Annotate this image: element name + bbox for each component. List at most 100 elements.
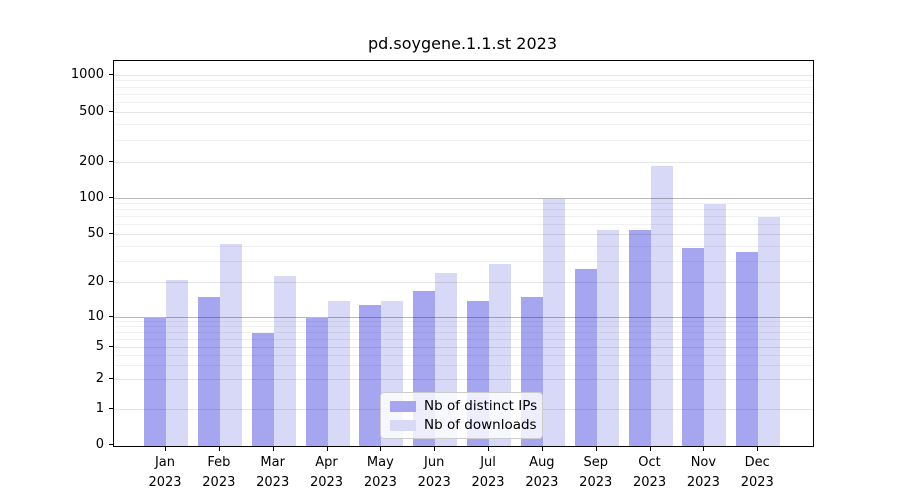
gridline-9 [114, 321, 813, 323]
plot-area [113, 60, 814, 447]
gridline-300 [114, 139, 813, 141]
bar-distinct-ips-dec [736, 252, 759, 446]
x-tick-label-jun: Jun 2023 [417, 455, 451, 490]
gridline-6 [114, 339, 813, 341]
bar-downloads-aug [542, 198, 565, 446]
x-tick-label-dec: Dec 2023 [740, 455, 774, 490]
gridline-4 [114, 354, 813, 356]
x-tick-mark-aug [541, 446, 543, 451]
bar-downloads-jan [166, 280, 188, 446]
y-tick-label-0: 0 [95, 437, 104, 452]
y-tick-label-5: 5 [95, 339, 104, 354]
x-tick-mark-sep [595, 446, 597, 451]
bar-distinct-ips-oct [628, 229, 651, 446]
x-tick-label-mar: Mar 2023 [256, 455, 290, 490]
bar-distinct-ips-feb [197, 297, 220, 446]
y-tick-mark-100 [109, 196, 113, 198]
gridline-90 [114, 203, 813, 205]
gridline-800 [114, 86, 813, 88]
x-tick-mark-dec [757, 446, 759, 451]
legend-swatch-downloads [390, 419, 416, 431]
gridline-700 [114, 93, 813, 95]
y-tick-label-200: 200 [79, 153, 104, 169]
x-tick-mark-nov [703, 446, 705, 451]
legend-swatch-distinct-ips [390, 400, 416, 412]
bar-downloads-nov [704, 204, 727, 446]
x-tick-label-sep: Sep 2023 [579, 455, 613, 490]
gridline-10 [114, 316, 813, 318]
y-tick-mark-1 [109, 408, 113, 409]
bar-downloads-sep [596, 229, 619, 446]
x-tick-label-jan: Jan 2023 [148, 455, 182, 490]
bar-downloads-oct [650, 166, 673, 446]
x-tick-label-apr: Apr 2023 [309, 455, 344, 490]
x-tick-mark-feb [218, 446, 220, 451]
bar-distinct-ips-may [359, 304, 382, 446]
y-tick-mark-10 [109, 315, 113, 317]
legend-item-distinct-ips: Nb of distinct IPs [390, 399, 537, 413]
y-tick-mark-1000 [109, 73, 113, 75]
x-tick-label-feb: Feb 2023 [202, 455, 236, 490]
bar-distinct-ips-sep [574, 269, 597, 446]
bar-downloads-feb [219, 244, 242, 446]
x-tick-mark-jan [165, 446, 166, 451]
y-tick-label-2: 2 [95, 371, 104, 386]
legend-label-downloads: Nb of downloads [424, 417, 537, 433]
gridline-2 [114, 379, 813, 380]
y-tick-label-20: 20 [87, 274, 104, 289]
x-tick-label-nov: Nov 2023 [686, 455, 720, 490]
gridline-1000 [114, 74, 813, 76]
gridline-60 [114, 224, 813, 226]
bar-distinct-ips-nov [682, 248, 705, 446]
x-tick-label-aug: Aug 2023 [525, 455, 559, 490]
y-tick-mark-2 [109, 378, 113, 379]
x-tick-mark-apr [326, 446, 328, 451]
y-tick-label-500: 500 [79, 104, 104, 119]
x-tick-mark-jun [434, 446, 436, 451]
chart-title: pd.soygene.1.1.st 2023 [367, 34, 557, 53]
legend-label-distinct-ips: Nb of distinct IPs [424, 398, 538, 414]
y-tick-label-100: 100 [79, 189, 104, 205]
gridline-400 [114, 124, 813, 126]
y-tick-label-1000: 1000 [70, 66, 104, 82]
gridline-80 [114, 209, 813, 211]
legend-item-downloads: Nb of downloads [390, 418, 537, 432]
gridline-500 [114, 112, 813, 113]
y-tick-label-10: 10 [87, 308, 104, 324]
y-tick-mark-20 [109, 281, 113, 282]
bar-downloads-apr [327, 300, 350, 446]
gridline-3 [114, 364, 813, 366]
y-tick-mark-50 [109, 233, 113, 234]
x-tick-label-oct: Oct 2023 [633, 455, 667, 490]
legend: Nb of distinct IPs Nb of downloads [380, 392, 543, 439]
gridline-5 [114, 347, 813, 348]
gridline-40 [114, 245, 813, 247]
y-tick-mark-200 [109, 160, 113, 162]
x-tick-mark-jul [488, 446, 490, 451]
y-tick-label-50: 50 [87, 226, 104, 241]
gridline-70 [114, 216, 813, 218]
gridline-7 [114, 332, 813, 334]
y-tick-label-1: 1 [95, 401, 104, 416]
gridline-200 [114, 161, 813, 163]
gridline-100 [114, 197, 813, 199]
x-tick-mark-mar [272, 446, 274, 451]
gridline-900 [114, 80, 813, 82]
x-tick-label-jul: Jul 2023 [471, 455, 505, 490]
gridline-30 [114, 260, 813, 262]
gridline-20 [114, 282, 813, 283]
x-tick-mark-oct [649, 446, 651, 451]
x-tick-mark-may [380, 446, 382, 451]
bar-distinct-ips-mar [251, 333, 274, 446]
gridline-600 [114, 102, 813, 104]
bar-downloads-dec [758, 217, 781, 446]
bar-distinct-ips-jan [144, 317, 166, 446]
gridline-50 [114, 234, 813, 235]
y-tick-mark-500 [109, 111, 113, 112]
x-tick-label-may: May 2023 [363, 455, 397, 490]
y-tick-mark-5 [109, 346, 113, 347]
bar-downloads-mar [273, 275, 296, 446]
bar-distinct-ips-apr [305, 317, 328, 446]
gridline-8 [114, 326, 813, 328]
